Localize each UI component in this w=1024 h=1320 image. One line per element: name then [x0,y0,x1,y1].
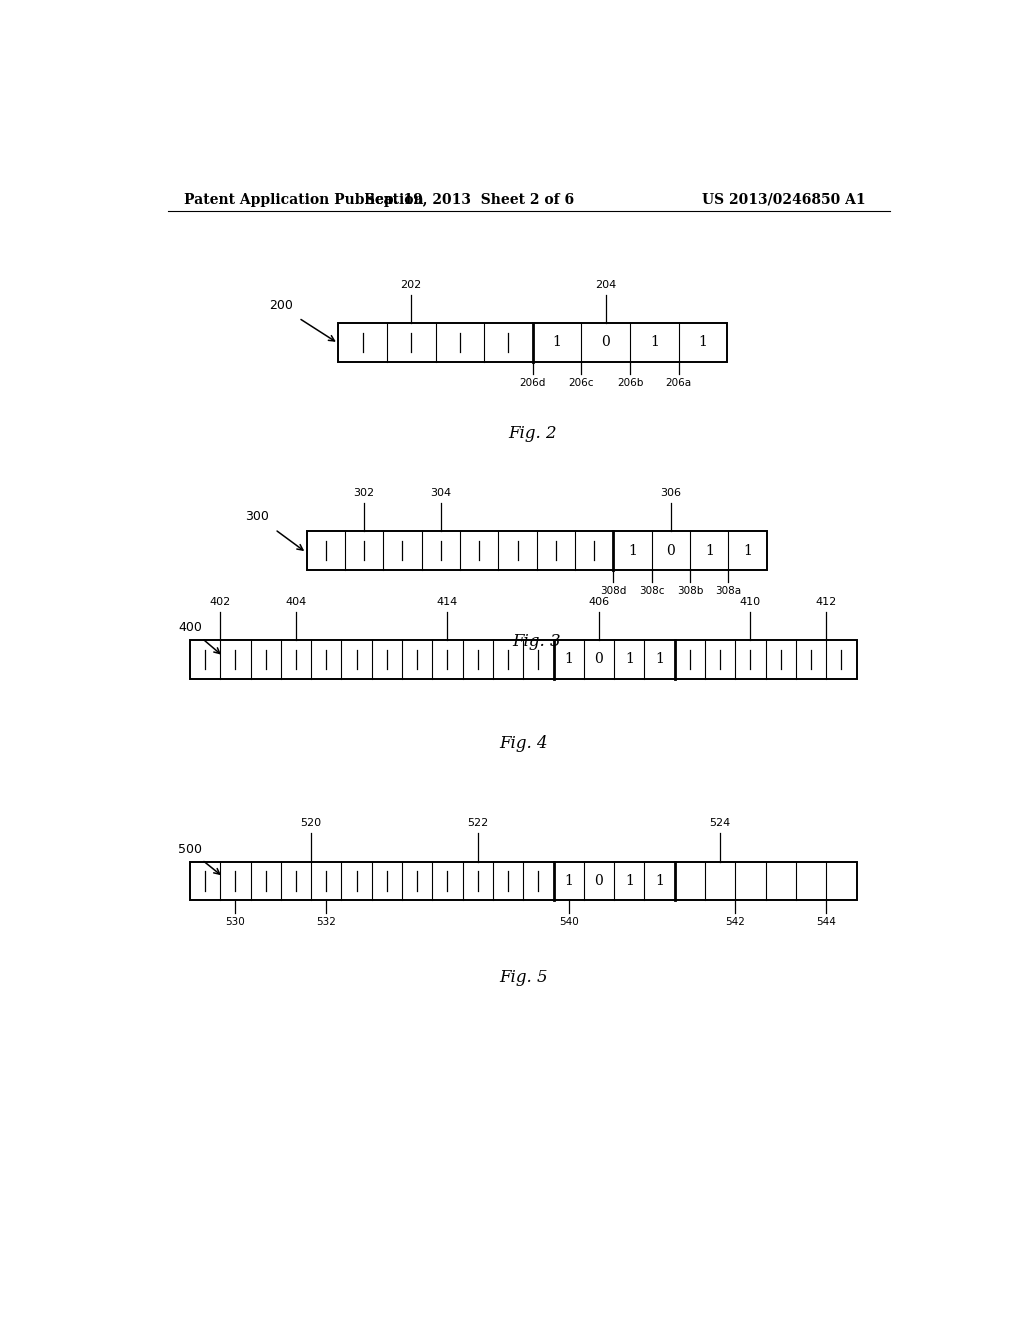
Bar [189,862,856,900]
Text: 1: 1 [625,652,634,667]
Text: 520: 520 [300,818,322,828]
Text: 414: 414 [437,597,458,607]
Text: 1: 1 [705,544,714,558]
Bar [338,323,727,362]
Bar [189,640,856,678]
Text: 202: 202 [400,280,422,289]
Text: 522: 522 [467,818,488,828]
Text: 306: 306 [660,488,681,498]
Text: 402: 402 [210,597,230,607]
Text: 542: 542 [725,916,745,927]
Text: 524: 524 [710,818,731,828]
Text: 302: 302 [353,488,375,498]
Text: 300: 300 [246,510,269,523]
Text: Fig. 2: Fig. 2 [509,425,557,442]
Text: 206b: 206b [616,378,643,388]
Text: 500: 500 [178,843,202,857]
Text: 540: 540 [559,916,579,927]
Text: 0: 0 [667,544,676,558]
Text: 1: 1 [743,544,752,558]
Text: Patent Application Publication: Patent Application Publication [183,193,423,207]
Text: 308b: 308b [677,586,703,597]
Text: 0: 0 [601,335,610,350]
Text: 0: 0 [595,652,603,667]
Text: 206d: 206d [519,378,546,388]
Text: 0: 0 [595,874,603,888]
Bar [306,532,767,570]
Text: Fig. 3: Fig. 3 [512,634,561,649]
Text: 206c: 206c [568,378,594,388]
Text: 1: 1 [655,652,664,667]
Text: 1: 1 [564,652,573,667]
Text: 532: 532 [316,916,336,927]
Text: Fig. 4: Fig. 4 [499,735,548,751]
Text: 1: 1 [650,335,658,350]
Text: 406: 406 [589,597,609,607]
Text: 308c: 308c [639,586,665,597]
Text: US 2013/0246850 A1: US 2013/0246850 A1 [702,193,866,207]
Text: 1: 1 [553,335,561,350]
Text: 304: 304 [430,488,452,498]
Text: 206a: 206a [666,378,691,388]
Text: 530: 530 [225,916,245,927]
Text: Sep. 19, 2013  Sheet 2 of 6: Sep. 19, 2013 Sheet 2 of 6 [365,193,573,207]
Text: 308a: 308a [716,586,741,597]
Text: 200: 200 [269,300,293,313]
Text: 1: 1 [655,874,664,888]
Text: 1: 1 [628,544,637,558]
Text: 404: 404 [286,597,306,607]
Text: 410: 410 [740,597,761,607]
Text: 412: 412 [815,597,837,607]
Text: Fig. 5: Fig. 5 [499,969,548,986]
Text: 204: 204 [595,280,616,289]
Text: 1: 1 [564,874,573,888]
Text: 544: 544 [816,916,837,927]
Text: 308d: 308d [600,586,627,597]
Text: 1: 1 [698,335,708,350]
Text: 1: 1 [625,874,634,888]
Text: 400: 400 [178,622,202,635]
